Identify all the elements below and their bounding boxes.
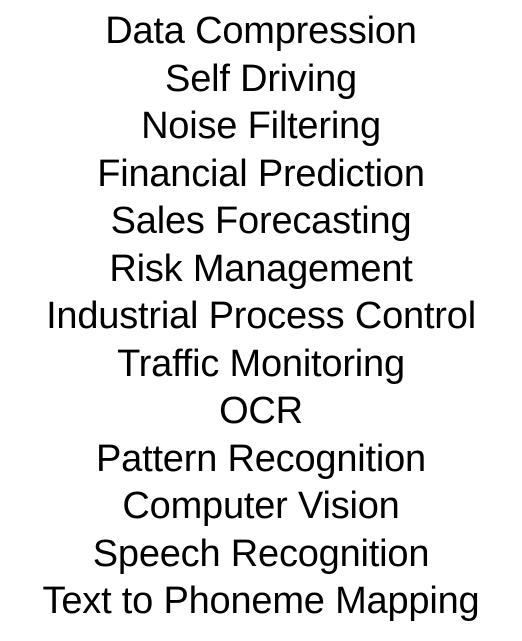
list-item: Risk Management [109,247,413,290]
list-item: OCR [219,390,303,432]
application-list: Data Compression Self Driving Noise Filt… [0,8,522,626]
list-item: Computer Vision [122,485,400,527]
list-item: Text to Phoneme Mapping [42,580,480,622]
list-item: Traffic Monitoring [117,342,405,385]
list-item: Industrial Process Control [46,295,476,337]
list-item: Sales Forecasting [110,200,412,242]
list-item: Financial Prediction [97,152,425,195]
list-item: Pattern Recognition [96,437,426,480]
list-item: Speech Recognition [92,532,430,575]
list-item: Data Compression [105,10,417,52]
list-item: Noise Filtering [141,105,381,147]
list-item: Self Driving [165,57,357,100]
